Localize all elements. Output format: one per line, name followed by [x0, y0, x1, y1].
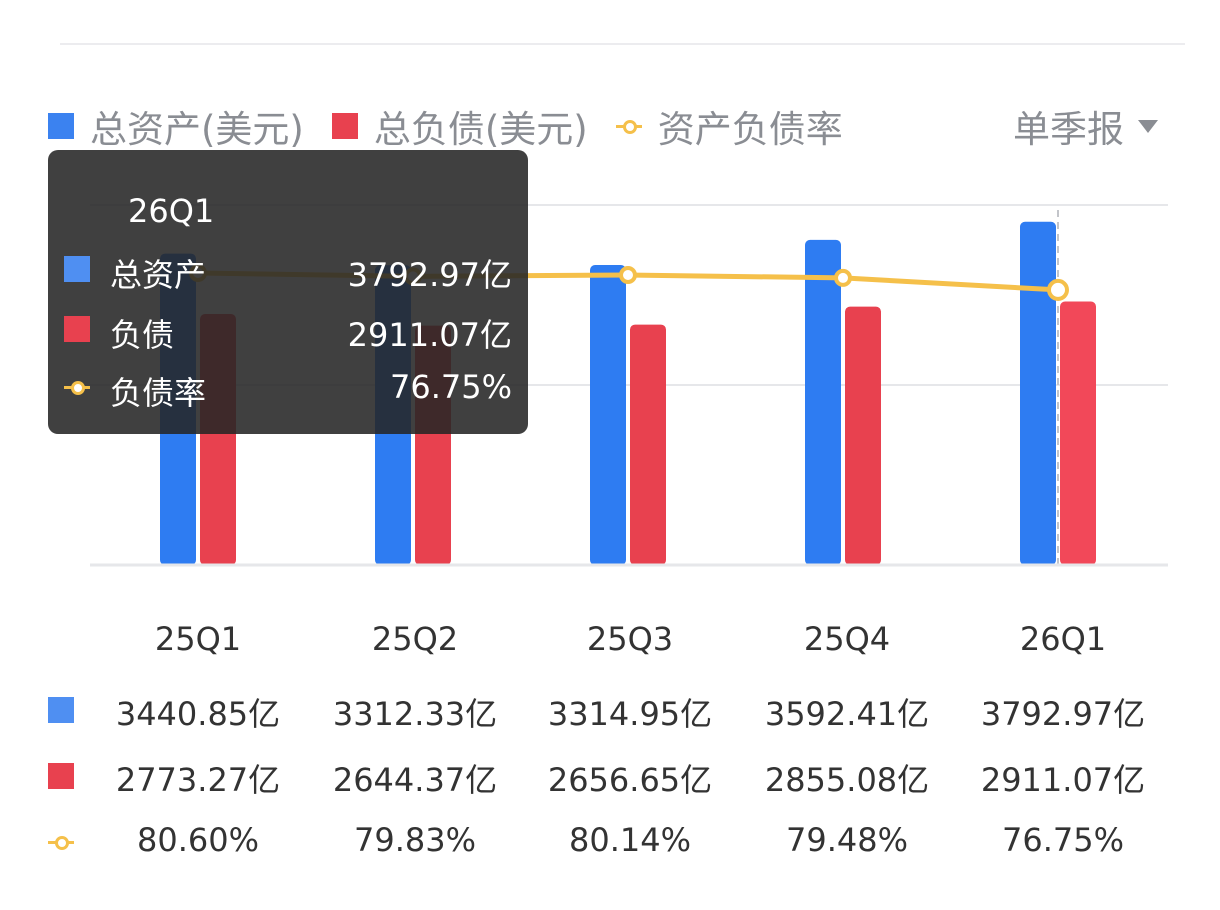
data-label-assets: 3312.33亿 [332, 695, 498, 733]
legend: 总资产(美元) 总负债(美元) 资产负债率 [48, 98, 871, 154]
x-tick-label: 25Q4 [803, 620, 891, 658]
ratio-point [619, 266, 637, 284]
tooltip-row-ratio: 负债率 76.75% [48, 368, 528, 412]
ratio-point [1047, 278, 1069, 301]
legend-item-assets[interactable]: 总资产(美元) [48, 99, 304, 153]
ratio-line-dot-icon [48, 829, 74, 855]
legend-label-liabilities: 总负债(美元) [373, 108, 588, 151]
x-tick-label: 26Q1 [1019, 620, 1107, 658]
liabilities-square-icon [48, 763, 74, 789]
tooltip-row-liabilities: 负债 2911.07亿 [48, 310, 528, 354]
assets-square-icon [48, 697, 74, 723]
data-label-liabilities: 2911.07亿 [980, 761, 1146, 799]
x-tick-label: 25Q2 [371, 620, 459, 658]
data-label-assets: 3440.85亿 [115, 695, 281, 733]
top-divider [60, 43, 1185, 45]
bar-assets [1020, 221, 1056, 566]
assets-square-icon [48, 113, 74, 139]
bar-liabilities [630, 324, 666, 565]
ratio-line-dot-icon [64, 374, 90, 400]
tooltip-row-assets: 总资产 3792.97亿 [48, 250, 528, 294]
liabilities-square-icon [331, 113, 358, 139]
bar-liabilities [845, 306, 881, 565]
bar-assets [590, 264, 626, 565]
tooltip-assets-name: 总资产 [110, 256, 207, 294]
tooltip-assets-marker [64, 256, 90, 286]
data-label-ratio: 76.75% [1001, 821, 1124, 859]
tooltip-liabilities-value: 2911.07亿 [347, 316, 512, 354]
legend-label-assets: 总资产(美元) [90, 108, 304, 151]
tooltip-title: 26Q1 [128, 192, 215, 230]
data-label-ratio: 80.60% [136, 821, 259, 859]
period-selector[interactable]: 单季报 [1013, 98, 1158, 154]
tooltip-liabilities-marker [64, 316, 90, 346]
caret-down-icon [1138, 119, 1158, 133]
ratio-line-dot-icon [615, 113, 642, 139]
data-label-assets: 3314.95亿 [547, 695, 713, 733]
data-label-ratio: 79.48% [785, 821, 908, 859]
tooltip-ratio-marker [64, 374, 90, 404]
legend-item-ratio[interactable]: 资产负债率 [615, 99, 843, 153]
table-row-marker-assets [48, 697, 74, 727]
legend-label-ratio: 资产负债率 [657, 108, 843, 151]
table-row-marker-ratio [48, 829, 74, 859]
chart-tooltip: 26Q1 总资产 3792.97亿 负债 2911.07亿 负债率 76.75% [48, 150, 528, 434]
tooltip-liabilities-name: 负债 [110, 316, 175, 354]
tooltip-ratio-name: 负债率 [110, 374, 207, 412]
legend-item-liabilities[interactable]: 总负债(美元) [331, 99, 588, 153]
data-label-liabilities: 2773.27亿 [115, 761, 281, 799]
x-tick-label: 25Q1 [154, 620, 242, 658]
data-label-assets: 3592.41亿 [764, 695, 930, 733]
period-selector-label: 单季报 [1013, 108, 1124, 151]
liabilities-square-icon [64, 316, 90, 342]
data-label-ratio: 79.83% [353, 821, 476, 859]
ratio-point [834, 268, 852, 287]
bar-assets [805, 239, 841, 565]
x-tick-label: 25Q3 [586, 620, 674, 658]
data-label-ratio: 80.14% [568, 821, 691, 859]
data-label-liabilities: 2644.37亿 [332, 761, 498, 799]
table-row-marker-liabilities [48, 763, 74, 793]
tooltip-assets-value: 3792.97亿 [347, 256, 512, 294]
bar-liabilities [1060, 301, 1096, 565]
data-label-liabilities: 2656.65亿 [547, 761, 713, 799]
data-label-liabilities: 2855.08亿 [764, 761, 930, 799]
tooltip-ratio-value: 76.75% [389, 368, 512, 406]
data-label-assets: 3792.97亿 [980, 695, 1146, 733]
assets-square-icon [64, 256, 90, 282]
